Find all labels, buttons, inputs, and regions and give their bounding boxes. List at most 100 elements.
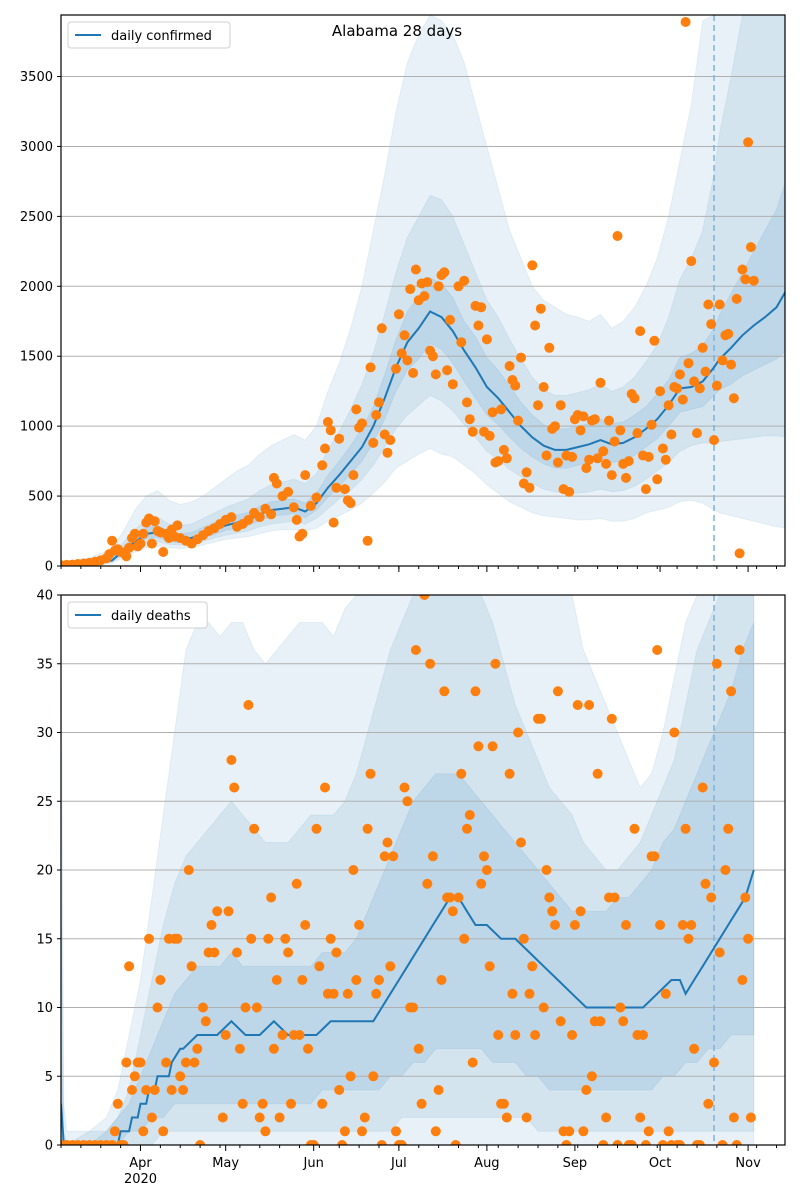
deaths-ytick-label: 20 [36,864,53,879]
deaths-data-point [226,755,237,765]
confirmed-data-point [433,281,444,292]
deaths-data-point [657,1140,668,1145]
xtick-label: Nov [735,1156,761,1171]
confirmed-data-point [555,400,566,411]
deaths-data-point [564,1126,575,1137]
deaths-data-point [527,961,538,972]
confirmed-data-point [527,260,538,271]
deaths-data-point [450,1140,461,1145]
deaths-data-point [183,865,194,875]
deaths-data-point [362,823,373,834]
deaths-data-point [467,1057,478,1068]
deaths-data-point [567,1030,578,1040]
chart-title: Alabama 28 days [332,22,462,40]
confirmed-data-point [254,512,265,523]
confirmed-data-point [541,450,552,461]
deaths-data-point [615,1002,626,1013]
deaths-data-point [731,1140,742,1145]
deaths-data-point [229,782,240,793]
confirmed-data-point [396,348,407,359]
confirmed-data-point [652,474,663,485]
deaths-data-point [311,823,322,834]
confirmed-data-point [305,500,316,511]
confirmed-data-point [399,330,410,341]
deaths-ytick-label: 15 [36,932,53,947]
deaths-data-point [598,1140,609,1145]
deaths-data-point [271,975,282,985]
deaths-data-point [683,933,694,944]
confirmed-data-point [243,514,254,525]
confirmed-data-point [459,275,470,286]
deaths-data-point [112,1098,123,1109]
confirmed-data-point [464,414,475,425]
confirmed-data-point [533,400,543,411]
deaths-data-point [180,1057,191,1068]
confirmed-data-point [487,407,498,418]
confirmed-data-point [516,352,526,363]
deaths-data-point [538,1002,549,1013]
deaths-data-point [513,727,524,738]
confirmed-ytick-label: 500 [28,490,53,505]
deaths-data-point [547,906,558,917]
deaths-data-point [416,1098,427,1109]
deaths-data-point [459,933,470,944]
confirmed-data-point [575,425,586,436]
deaths-data-point [376,1140,387,1145]
confirmed-ytick-label: 2500 [20,210,53,225]
deaths-data-point [425,658,436,669]
confirmed-data-point [385,435,396,446]
deaths-data-point [578,1126,589,1137]
confirmed-data-point [447,379,458,390]
deaths-data-point [217,1112,228,1123]
deaths-data-point [569,920,580,930]
deaths-data-point [723,823,734,834]
deaths-data-point [331,947,342,958]
confirmed-data-point [621,472,631,483]
confirmed-data-point [320,443,330,454]
legend-box [67,21,231,49]
deaths-data-point [303,1043,313,1054]
deaths-data-point [178,1085,189,1095]
confirmed-data-point [680,17,691,27]
deaths-data-point [291,878,302,889]
confirmed-data-point [498,444,509,455]
deaths-data-point [374,975,384,985]
confirmed-data-point [635,326,646,337]
confirmed-data-point [723,328,734,339]
confirmed-data-point [578,411,589,422]
deaths-data-point [172,933,183,944]
deaths-data-point [484,961,495,972]
xtick-label: Jul [390,1156,407,1171]
confirmed-data-point [683,358,694,369]
deaths-data-point [663,1126,674,1137]
deaths-data-point [481,865,492,875]
deaths-data-point [498,1098,509,1109]
deaths-data-point [345,1071,356,1082]
confirmed-data-point [351,404,362,415]
deaths-data-point [521,1112,532,1123]
confirmed-data-point [226,512,237,523]
confirmed-data-point [442,365,453,376]
deaths-data-point [720,865,731,875]
deaths-data-point [711,658,722,669]
confirmed-data-point [550,421,560,432]
deaths-data-point [260,1126,271,1137]
deaths-ytick-label: 35 [36,657,53,672]
deaths-data-point [507,988,518,999]
deaths-data-point [561,1140,572,1145]
confirmed-data-point [481,334,492,345]
confirmed-data-point [288,502,299,513]
deaths-data-point [680,823,691,834]
deaths-data-point [581,1085,592,1095]
confirmed-data-point [430,369,441,380]
confirmed-data-point [149,516,160,527]
deaths-data-point [422,878,433,889]
deaths-data-point [493,1030,504,1040]
confirmed-plot-area [61,15,785,566]
confirmed-data-point [666,429,677,440]
deaths-data-point [254,1112,265,1123]
deaths-data-point [413,1043,424,1054]
deaths-data-point [232,947,242,958]
confirmed-data-point [158,547,169,557]
